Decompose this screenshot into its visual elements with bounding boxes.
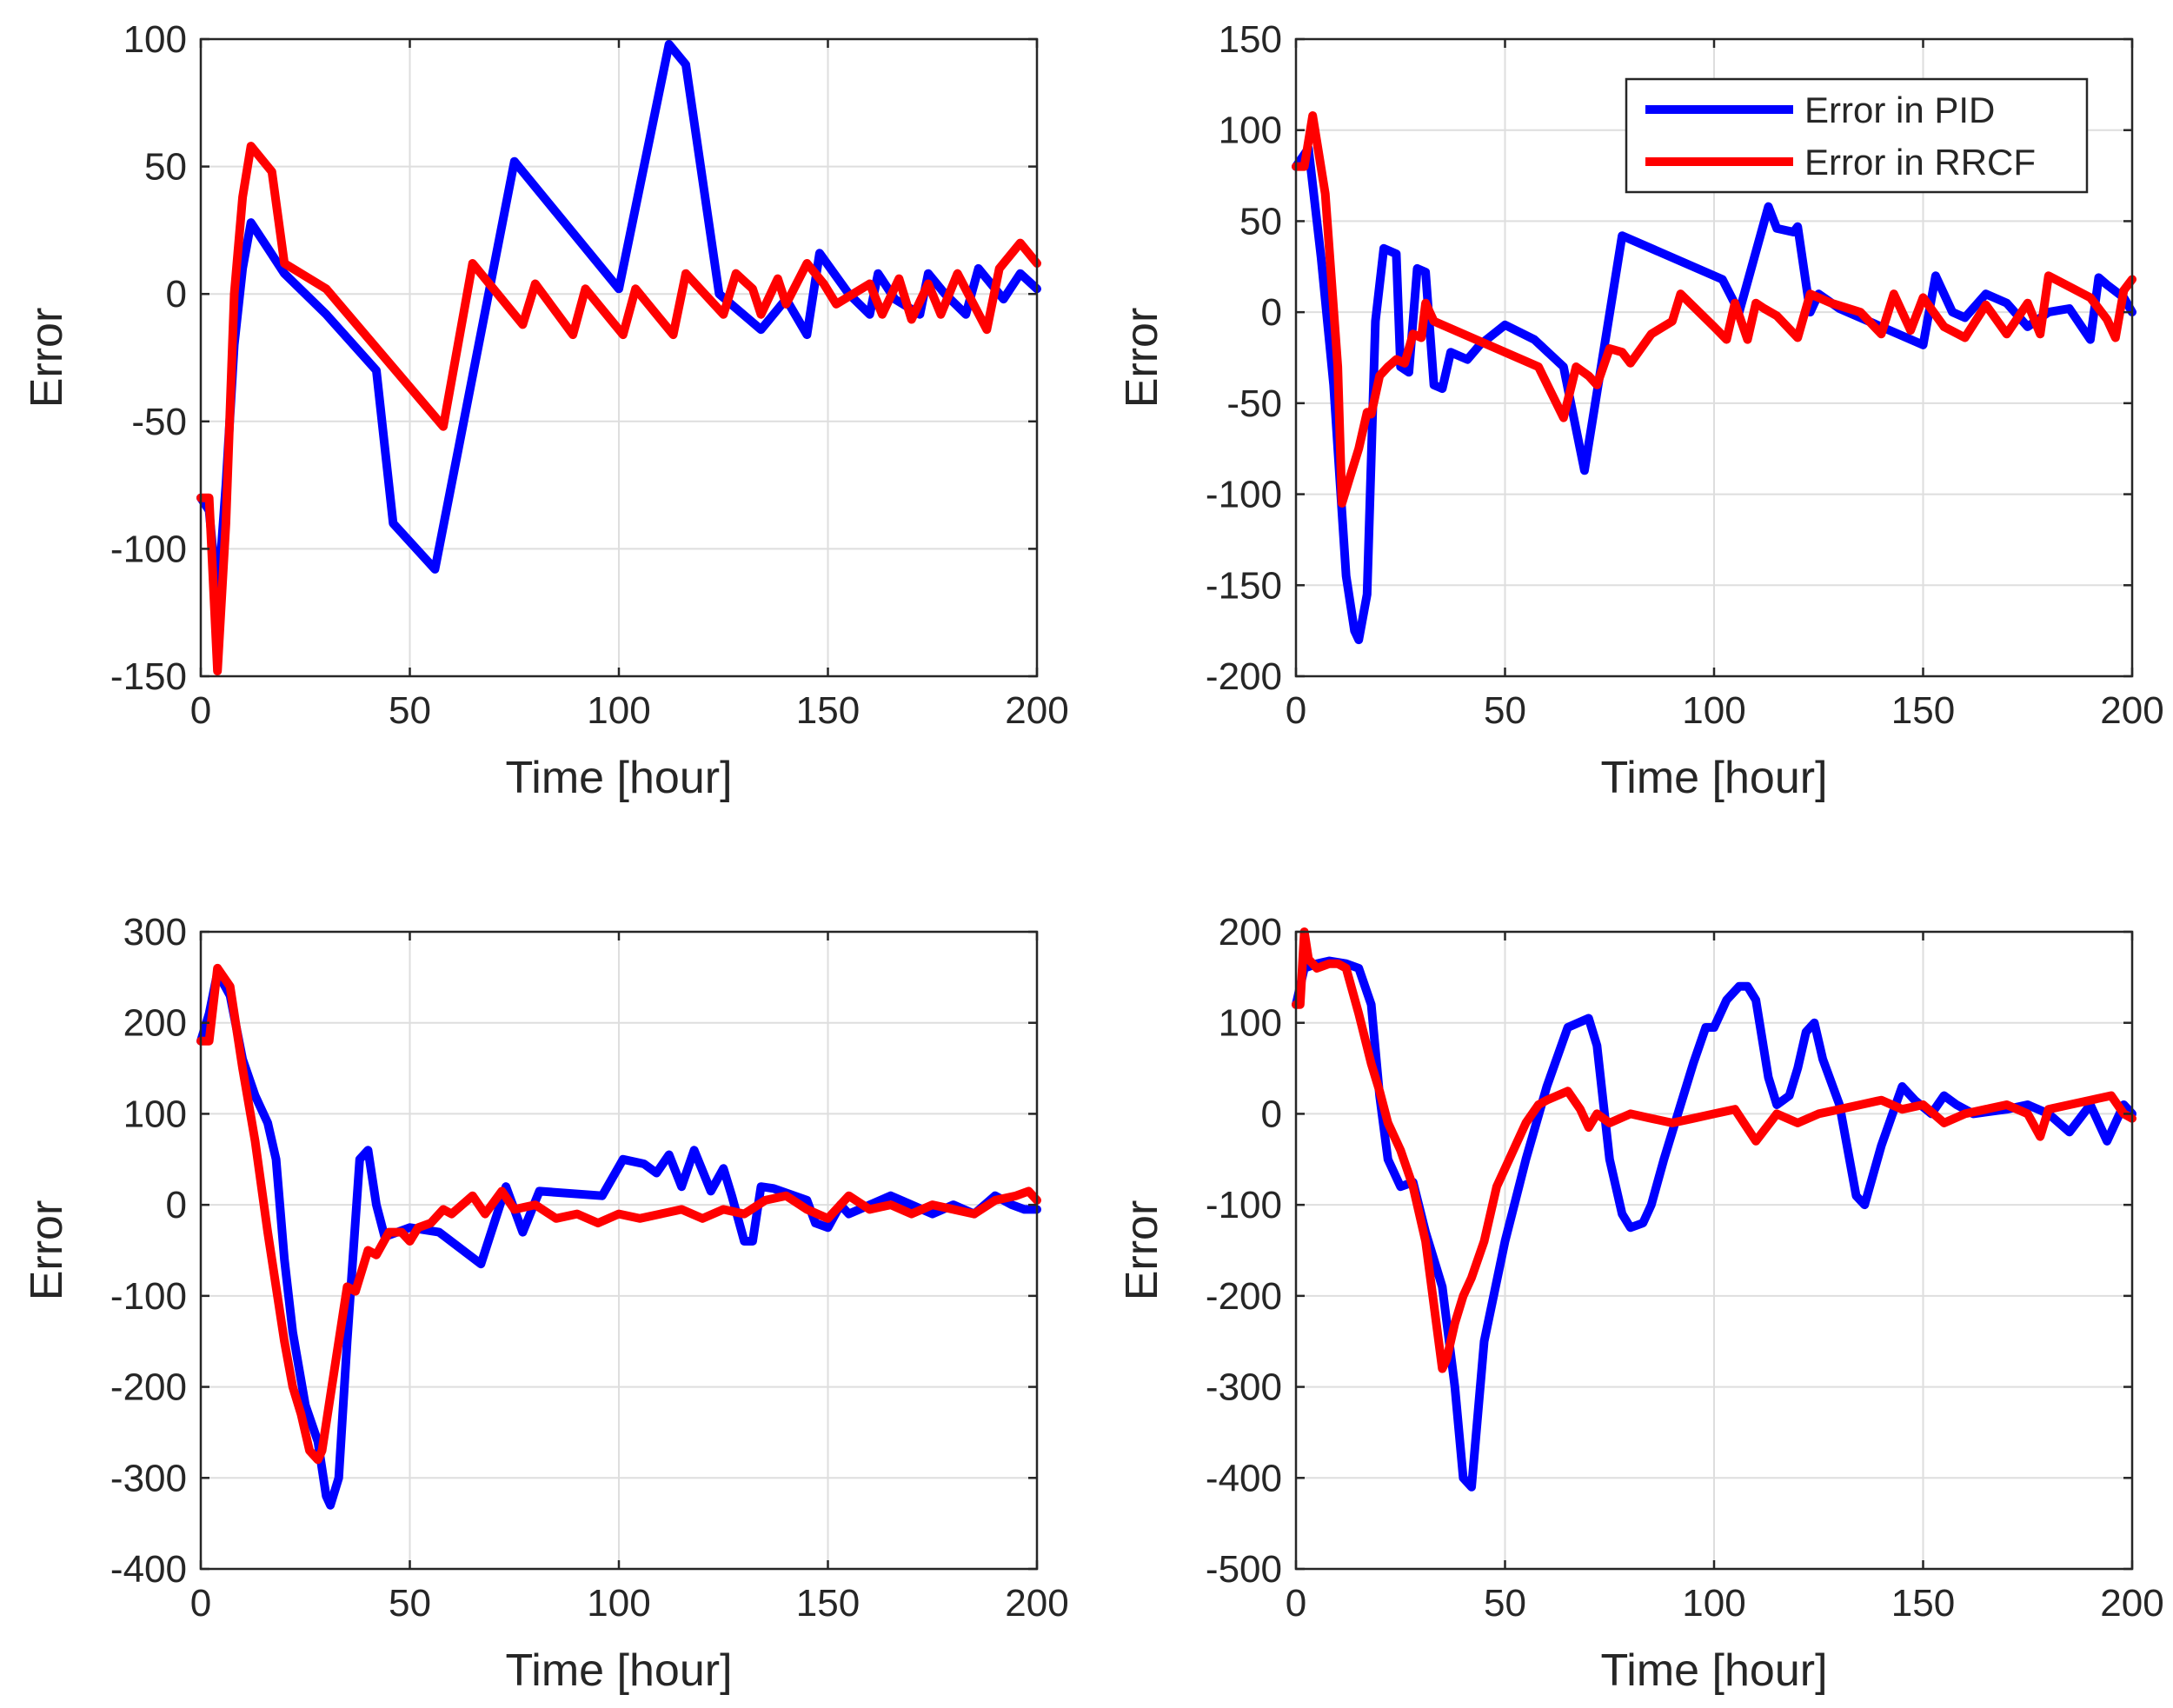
series-line-pid	[196, 968, 1041, 1510]
series-line-pid	[1292, 143, 2136, 645]
legend-box	[1625, 77, 2089, 194]
y-axis-label: Error	[1117, 308, 1167, 409]
y-tick-label: 100	[1219, 110, 1282, 152]
x-tick-label: 200	[1005, 1582, 1068, 1625]
x-axis-label: Time [hour]	[505, 753, 732, 803]
x-tick-label: 0	[190, 689, 211, 732]
y-axis-label: Error	[1117, 1200, 1167, 1301]
x-tick-label: 100	[1682, 689, 1745, 732]
x-tick-label: 150	[1891, 689, 1955, 732]
y-tick-label: 0	[166, 1184, 187, 1226]
y-tick-label: -500	[1206, 1548, 1282, 1591]
x-tick-label: 200	[2100, 689, 2163, 732]
y-tick-label: 200	[123, 1002, 187, 1045]
x-tick-label: 0	[1286, 689, 1306, 732]
x-tick-label: 0	[190, 1582, 211, 1625]
y-tick-label: -100	[1206, 474, 1282, 516]
y-tick-label: 100	[123, 1093, 187, 1135]
y-tick-label: 50	[144, 146, 187, 189]
y-tick-label: 50	[1239, 200, 1282, 243]
x-tick-label: 100	[587, 689, 650, 732]
y-axis-label: Error	[22, 308, 72, 409]
y-tick-label: -300	[1206, 1366, 1282, 1409]
y-tick-label: -50	[1226, 382, 1282, 425]
series-group	[196, 39, 1041, 676]
legend: Error in PID Error in RRCF	[1625, 77, 2089, 194]
chart-panel-bottom-right: 0 50 100 150 200 -500 -400 -300 -200 -100 0 100 200 T…	[1117, 911, 2164, 1696]
y-axis-label: Error	[22, 1200, 72, 1301]
x-tick-label: 50	[1484, 1582, 1526, 1625]
series-group	[196, 963, 1041, 1510]
y-tick-label: -200	[110, 1366, 187, 1409]
y-tick-label: 200	[1219, 911, 1282, 954]
y-tick-label: -200	[1206, 1275, 1282, 1318]
y-tick-label: -200	[1206, 655, 1282, 698]
x-axis-label: Time [hour]	[1600, 753, 1827, 803]
series-line-rrcf	[1292, 111, 2136, 508]
series-line-rrcf	[1292, 927, 2136, 1373]
x-tick-label: 0	[1286, 1582, 1306, 1625]
x-tick-label: 50	[389, 1582, 431, 1625]
y-tick-label: 300	[123, 911, 187, 954]
y-tick-label: 100	[1219, 1002, 1282, 1045]
y-tick-label: 0	[1261, 1093, 1282, 1135]
y-tick-label: 150	[1219, 18, 1282, 61]
x-tick-label: 200	[2100, 1582, 2163, 1625]
series-line-rrcf	[196, 142, 1041, 676]
x-axis-label: Time [hour]	[1600, 1645, 1827, 1696]
y-tick-label: -400	[110, 1548, 187, 1591]
x-tick-label: 50	[389, 689, 431, 732]
legend-label-pid: Error in PID	[1804, 90, 1995, 130]
series-line-rrcf	[196, 963, 1041, 1465]
y-tick-label: -300	[110, 1457, 187, 1499]
x-tick-label: 100	[1682, 1582, 1745, 1625]
series-group	[1292, 111, 2136, 645]
y-tick-label: 0	[1261, 291, 1282, 334]
x-tick-label: 150	[796, 1582, 860, 1625]
x-tick-label: 150	[1891, 1582, 1955, 1625]
y-tick-label: -400	[1206, 1457, 1282, 1499]
chart-panel-top-left: 0 50 100 150 200 -150 -100 -50 0 50 100 Time [hour]…	[22, 18, 1069, 803]
y-tick-label: -100	[110, 1275, 187, 1318]
y-tick-label: -100	[1206, 1184, 1282, 1226]
y-tick-label: -150	[110, 655, 187, 698]
y-tick-label: 0	[166, 273, 187, 316]
y-tick-label: -50	[131, 401, 187, 443]
legend-label-rrcf: Error in RRCF	[1804, 142, 2036, 183]
y-tick-label: -150	[1206, 564, 1282, 607]
y-tick-label: -100	[110, 528, 187, 570]
x-tick-label: 150	[796, 689, 860, 732]
chart-panel-bottom-left: 0 50 100 150 200 -400 -300 -200 -100 0 100 200 300 Ti…	[22, 911, 1069, 1696]
x-axis-label: Time [hour]	[505, 1645, 732, 1696]
series-line-pid	[196, 39, 1041, 604]
x-tick-label: 100	[587, 1582, 650, 1625]
y-tick-label: 100	[123, 18, 187, 61]
series-group	[1292, 927, 2136, 1492]
x-tick-label: 50	[1484, 689, 1526, 732]
x-tick-label: 200	[1005, 689, 1068, 732]
